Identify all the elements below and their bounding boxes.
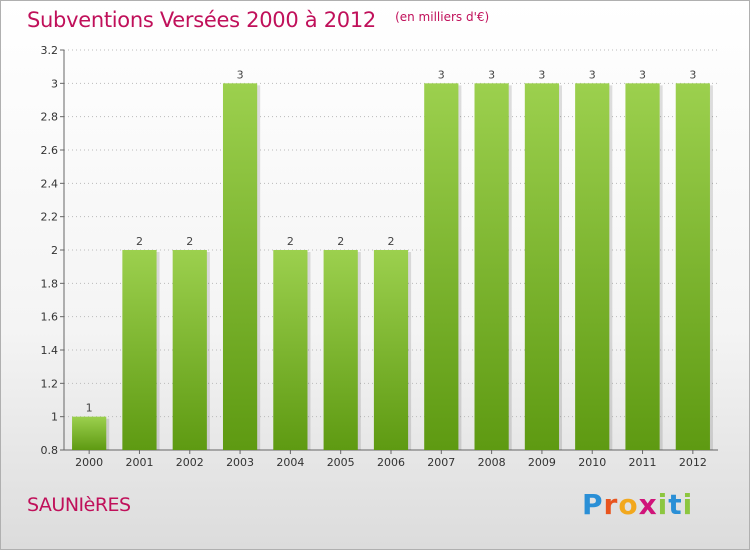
x-tick-label: 2005 xyxy=(327,456,355,469)
y-tick-label: 2.2 xyxy=(41,211,59,224)
x-tick-label: 2012 xyxy=(679,456,707,469)
y-tick-label: 2.8 xyxy=(41,111,59,124)
x-tick-label: 2001 xyxy=(125,456,153,469)
data-label: 3 xyxy=(639,68,646,81)
data-label: 3 xyxy=(589,68,596,81)
chart-unit: (en milliers d'€) xyxy=(395,10,490,24)
bar xyxy=(172,250,207,450)
title-row: Subventions Versées 2000 à 2012 (en mill… xyxy=(27,8,489,32)
logo-letter: P xyxy=(582,488,604,521)
x-tick-label: 2003 xyxy=(226,456,254,469)
data-label: 2 xyxy=(388,235,395,248)
y-tick-label: 3.2 xyxy=(41,44,59,57)
x-tick-label: 2004 xyxy=(276,456,304,469)
data-label: 3 xyxy=(488,68,495,81)
logo-letter: i xyxy=(682,488,694,521)
bar xyxy=(323,250,358,450)
logo-letter: x xyxy=(638,488,658,521)
bar xyxy=(575,83,610,450)
y-tick-label: 1.2 xyxy=(41,377,59,390)
bar xyxy=(424,83,459,450)
x-tick-label: 2007 xyxy=(427,456,455,469)
x-tick-label: 2011 xyxy=(629,456,657,469)
data-label: 2 xyxy=(186,235,193,248)
x-tick-label: 2008 xyxy=(478,456,506,469)
data-label: 2 xyxy=(136,235,143,248)
data-label: 3 xyxy=(237,68,244,81)
y-tick-label: 0.8 xyxy=(41,444,59,457)
logo-letter: r xyxy=(603,488,619,521)
bar xyxy=(273,250,308,450)
y-tick-label: 3 xyxy=(51,77,58,90)
data-label: 3 xyxy=(538,68,545,81)
logo-letter: i xyxy=(657,488,669,521)
y-tick-label: 2 xyxy=(51,244,58,257)
logo-letter: t xyxy=(668,488,683,521)
bar xyxy=(625,83,660,450)
x-tick-label: 2009 xyxy=(528,456,556,469)
bar xyxy=(122,250,157,450)
x-tick-label: 2006 xyxy=(377,456,405,469)
x-tick-label: 2010 xyxy=(578,456,606,469)
bar xyxy=(373,250,409,450)
logo-letter: o xyxy=(618,488,639,521)
bar xyxy=(72,416,107,450)
x-tick-label: 2002 xyxy=(176,456,204,469)
data-label: 1 xyxy=(86,402,93,415)
y-tick-label: 1.6 xyxy=(41,311,59,324)
data-label: 3 xyxy=(689,68,696,81)
y-tick-label: 1 xyxy=(51,411,58,424)
data-label: 3 xyxy=(438,68,445,81)
y-tick-label: 2.6 xyxy=(41,144,59,157)
y-tick-label: 1.4 xyxy=(41,344,59,357)
bar xyxy=(474,83,509,450)
bar xyxy=(675,83,710,450)
data-label: 2 xyxy=(337,235,344,248)
commune-name: SAUNIèRES xyxy=(27,494,131,516)
bar xyxy=(524,83,560,450)
chart-title: Subventions Versées 2000 à 2012 xyxy=(27,8,376,32)
proxiti-logo[interactable]: Proxiti xyxy=(582,488,693,521)
x-tick-label: 2000 xyxy=(75,456,103,469)
data-label: 2 xyxy=(287,235,294,248)
bar xyxy=(222,83,258,450)
y-tick-label: 1.8 xyxy=(41,277,59,290)
y-tick-label: 2.4 xyxy=(41,177,59,190)
